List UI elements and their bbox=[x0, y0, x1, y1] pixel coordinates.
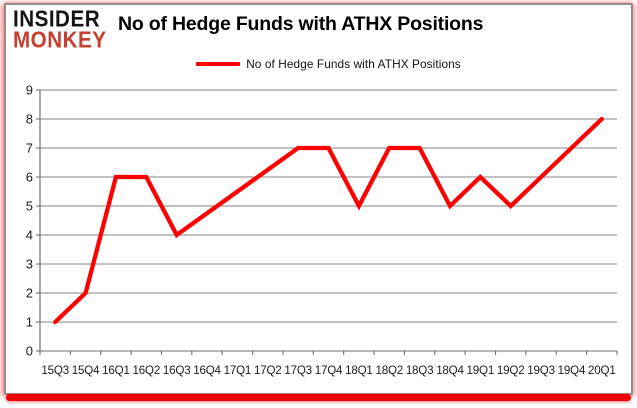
logo-line-insider: INSIDER bbox=[13, 5, 101, 32]
insider-monkey-logo: INSIDER MONKEY bbox=[13, 5, 110, 53]
legend: No of Hedge Funds with ATHX Positions bbox=[40, 56, 617, 72]
chart-title: No of Hedge Funds with ATHX Positions bbox=[118, 13, 484, 35]
red-accent-bar bbox=[6, 394, 631, 401]
logo-line-monkey: MONKEY bbox=[13, 26, 107, 53]
legend-line-swatch bbox=[196, 62, 241, 66]
legend-label: No of Hedge Funds with ATHX Positions bbox=[246, 57, 461, 71]
